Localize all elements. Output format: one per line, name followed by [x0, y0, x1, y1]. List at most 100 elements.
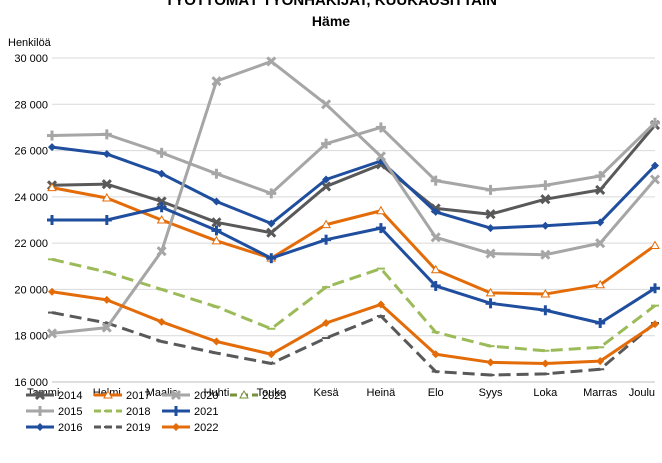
data-point [156, 246, 167, 257]
x-tick-label: Heinä [367, 387, 397, 399]
x-tick-labels: TammiHelmiMaalisHuhtiToukoKesäHeinäEloSy… [27, 387, 655, 399]
data-point [375, 223, 386, 234]
data-point [321, 181, 332, 192]
data-point [595, 238, 606, 249]
data-point [321, 219, 331, 229]
series-2021 [47, 202, 660, 328]
data-point [156, 196, 167, 207]
series-2022 [48, 287, 659, 368]
data-point [48, 287, 56, 296]
series-line-2020 [51, 59, 657, 335]
legend-marker [103, 389, 113, 399]
data-point [47, 182, 57, 192]
data-point [101, 193, 112, 202]
data-point [267, 350, 276, 359]
data-point [651, 320, 659, 329]
legend-marker [36, 423, 44, 431]
data-point [157, 317, 166, 326]
y-tick-labels: 16 000 18 000 20 000 22 000 24 000 26 000 28 0… [14, 53, 48, 389]
data-point [102, 150, 111, 159]
data-point [321, 138, 332, 149]
chart-title: TYÖTTÖMÄT TYÖNHAKIJAT, KUUKAUSITTAIN [165, 0, 497, 9]
series-2015 [47, 117, 660, 199]
gridlines [52, 57, 655, 383]
y-tick-label: 22 000 [14, 238, 48, 250]
data-point [266, 188, 277, 199]
data-point [212, 337, 221, 346]
data-point [431, 350, 440, 359]
data-point [321, 99, 332, 110]
data-point [47, 215, 57, 225]
legend-label: 2019 [126, 422, 150, 434]
series-lines [46, 56, 661, 377]
legend: 2014 2015 2016 2017 2018 2019 2020 2021 2022 2023 [26, 389, 286, 434]
series-line-2015 [51, 121, 657, 195]
data-point [485, 248, 496, 259]
data-point [430, 232, 441, 243]
legend-entry-2018: 2018 [94, 406, 150, 418]
legend-label: 2022 [194, 422, 218, 434]
data-point [211, 168, 222, 179]
series-line-2016 [51, 145, 657, 230]
data-point [266, 227, 277, 238]
x-tick-label: Kesä [314, 387, 340, 399]
series-2017 [47, 182, 660, 298]
series-2020 [46, 56, 661, 339]
legend-entry-2015: 2015 [26, 406, 82, 418]
data-point [322, 175, 331, 184]
data-point [157, 169, 166, 178]
data-point [47, 130, 57, 141]
legend-label: 2017 [126, 390, 150, 402]
data-point [376, 300, 385, 309]
legend-entry-2019: 2019 [94, 422, 150, 434]
legend-marker [171, 406, 181, 416]
legend-entry-2020: 2020 [162, 389, 218, 402]
data-point [101, 215, 112, 225]
data-point [266, 253, 277, 264]
series-2018 [48, 257, 659, 353]
series-line-2014 [51, 124, 657, 235]
data-point [211, 235, 222, 245]
data-point [595, 317, 606, 328]
data-point [430, 264, 441, 274]
data-point [375, 122, 386, 133]
series-line-2019 [51, 311, 656, 377]
y-tick-label: 20 000 [14, 284, 48, 296]
legend-marker [34, 389, 46, 401]
legend-label: 2021 [194, 406, 218, 418]
data-point [211, 76, 222, 87]
data-point [212, 197, 221, 206]
x-tick-label: Elo [428, 387, 444, 399]
legend-entry-2021: 2021 [162, 406, 218, 418]
y-tick-label: 16 000 [14, 377, 48, 389]
legend-marker [172, 423, 180, 431]
series-2014 [46, 120, 661, 238]
legend-marker [35, 406, 45, 416]
legend-entry-2023: 2023 [230, 389, 286, 402]
data-point [650, 283, 660, 294]
data-point [541, 359, 550, 368]
data-point [540, 194, 551, 205]
data-point [321, 234, 332, 245]
data-point [376, 205, 386, 215]
data-point [540, 249, 551, 260]
x-tick-label: Joulu [629, 387, 655, 399]
data-point [211, 225, 222, 236]
data-point [541, 221, 550, 230]
series-line-2017 [51, 186, 656, 296]
series-line-2022 [51, 290, 656, 365]
legend-label: 2016 [58, 422, 82, 434]
legend-entry-2017: 2017 [94, 389, 150, 402]
data-point [375, 151, 386, 162]
legend-label: 2023 [262, 390, 286, 402]
data-point [540, 305, 551, 316]
data-point [101, 322, 112, 333]
data-point [46, 328, 58, 339]
data-point [211, 217, 222, 228]
data-point [651, 161, 659, 170]
x-tick-label: Syys [479, 387, 503, 399]
data-point [485, 184, 496, 195]
data-point [485, 298, 496, 309]
data-point [650, 240, 660, 249]
